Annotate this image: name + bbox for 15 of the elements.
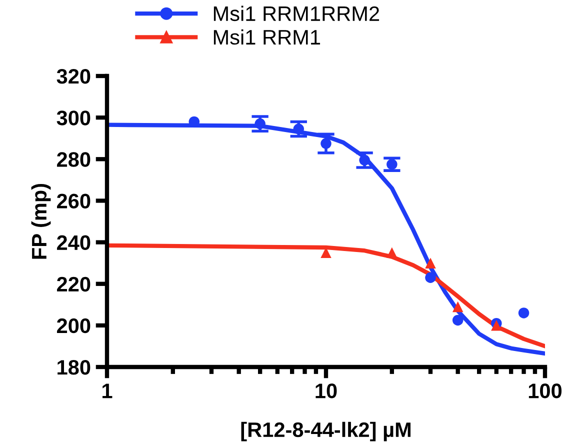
y-tick-label: 280 <box>56 152 90 167</box>
y-tick-label: 180 <box>58 360 90 375</box>
x-tick-label: 10 <box>316 384 337 398</box>
y-tick-label: 260 <box>56 194 90 208</box>
y-tick-label: 240 <box>56 235 90 250</box>
x-tick-label: 1 <box>102 384 112 398</box>
y-tick-label: 320 <box>56 69 90 84</box>
legend-label: Msi1 RRM1RRM2 <box>214 6 380 22</box>
legend-label: Msi1 RRM1 <box>214 29 320 45</box>
y-tick-label: 220 <box>56 276 90 292</box>
x-tick-label: 100 <box>528 384 562 398</box>
y-axis-title: FP (mp) <box>31 184 51 259</box>
x-axis-title: [R12-8-44-lk2] µM <box>241 422 410 442</box>
y-tick-label: 300 <box>56 110 90 126</box>
y-tick-label: 200 <box>56 318 90 334</box>
